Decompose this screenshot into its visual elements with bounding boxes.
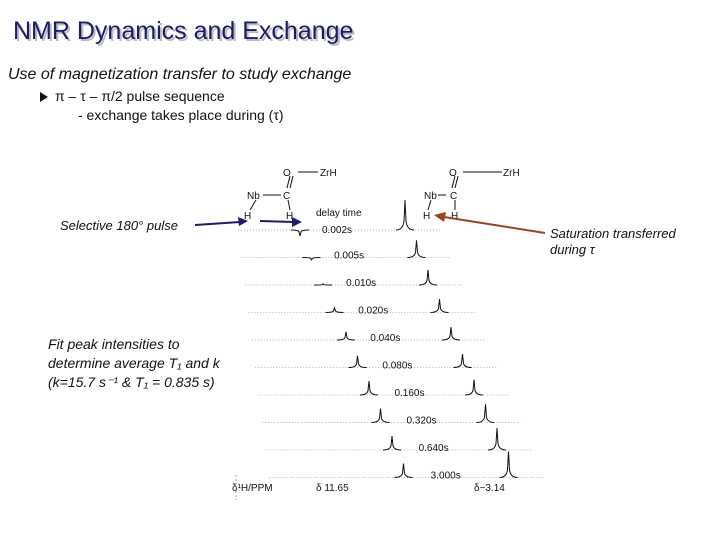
spectrum-peak xyxy=(499,451,518,478)
structure-left-bonds xyxy=(249,171,318,211)
delay-header: delay time xyxy=(316,208,362,219)
atom: C xyxy=(450,191,457,202)
peak-left-label: δ 11.65 xyxy=(316,483,349,494)
pulse-line xyxy=(194,221,241,226)
atom: O xyxy=(283,168,291,179)
saturation-label: during τ xyxy=(550,242,596,257)
spectrum-peak xyxy=(348,355,367,368)
delay-label: 0.002s xyxy=(322,225,352,236)
atom: C xyxy=(283,191,290,202)
fit-text: determine average T₁ and k xyxy=(48,355,221,371)
atom: O xyxy=(449,168,457,179)
title: NMR Dynamics and Exchange xyxy=(13,17,353,45)
delay-label: 0.010s xyxy=(346,278,376,289)
subtitle: Use of magnetization transfer to study e… xyxy=(8,66,351,83)
bullet: π – τ – π/2 pulse sequence xyxy=(55,88,225,104)
spectrum-peak xyxy=(430,299,449,313)
spectrum-peak xyxy=(313,283,333,286)
atom: H xyxy=(286,211,293,222)
structure-right-bonds xyxy=(427,171,502,211)
bullet-arrow xyxy=(40,92,48,102)
delay-label: 0.160s xyxy=(394,388,424,399)
delay-label: 0.020s xyxy=(358,306,388,317)
spectrum-peak xyxy=(302,257,321,261)
title-shadow: NMR Dynamics and Exchange xyxy=(15,19,355,47)
spectrum-peak xyxy=(453,353,472,368)
spectrum-peak xyxy=(382,435,402,451)
spectrum-peak xyxy=(476,404,495,423)
spectrum-peak xyxy=(325,306,344,313)
saturation-label: Saturation transferred xyxy=(550,226,677,241)
arrow-head xyxy=(434,212,446,222)
spectrum-peak xyxy=(418,270,438,286)
spectrum-peak xyxy=(394,463,413,478)
arrow-head xyxy=(292,217,302,227)
delay-label: 0.005s xyxy=(334,251,364,262)
delay-label: 0.040s xyxy=(370,333,400,344)
delay-label: 3.000s xyxy=(431,471,461,482)
atom: H xyxy=(451,211,458,222)
spectrum-peak xyxy=(464,379,484,396)
spectrum-peak xyxy=(359,380,379,396)
spectrum-peak xyxy=(290,229,310,237)
selective-label: Selective 180° pulse xyxy=(60,218,178,233)
spectrum-peak xyxy=(407,240,426,258)
spectrum-peak xyxy=(395,199,415,231)
atom: H xyxy=(244,211,251,222)
delay-label: 0.320s xyxy=(407,416,437,427)
pulse-line xyxy=(259,220,295,223)
atom: ZrH xyxy=(503,168,520,179)
saturation-line xyxy=(443,216,546,234)
spectrum-peak xyxy=(371,408,390,423)
spectrum-peak xyxy=(487,428,507,451)
peak-right-label: δ−3.14 xyxy=(474,483,505,494)
nmr-figure: O ZrH Nb C H H O ZrH Nb C H H delay time… xyxy=(232,168,544,500)
axis-label: δ¹H/PPM xyxy=(232,483,273,494)
spectrum-peak xyxy=(336,331,356,341)
sub-bullet: - exchange takes place during (τ) xyxy=(78,107,284,123)
fit-text: Fit peak intensities to xyxy=(48,336,180,352)
spectrum-peak xyxy=(441,327,461,341)
arrow-head xyxy=(238,217,248,226)
delay-label: 0.640s xyxy=(419,443,449,454)
atom: Nb xyxy=(424,191,437,202)
atom: H xyxy=(423,211,430,222)
fit-text: (k=15.7 s⁻¹ & T₁ = 0.835 s) xyxy=(48,374,215,390)
atom: Nb xyxy=(247,191,260,202)
atom: ZrH xyxy=(320,168,337,179)
delay-label: 0.080s xyxy=(382,361,412,372)
